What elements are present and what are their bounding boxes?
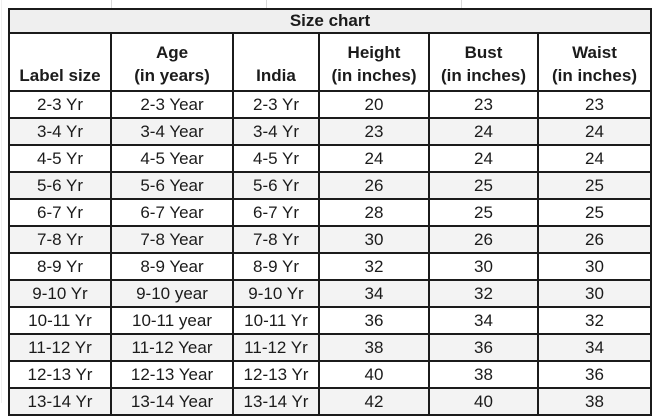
cell-bust: 24 [428,117,539,146]
cell-bust: 26 [428,225,539,254]
cell-age: 2-3 Year [110,90,234,119]
cell-waist: 30 [537,252,652,281]
table-row: 11-12 Yr 11-12 Year 11-12 Yr 38 36 34 [8,333,652,362]
cell-age: 12-13 Year [110,360,234,389]
cell-india: 12-13 Yr [232,360,320,389]
cell-height: 38 [318,333,430,362]
cell-india: 3-4 Yr [232,117,320,146]
cell-bust: 36 [428,333,539,362]
cell-bust: 25 [428,198,539,227]
cell-label-size: 12-13 Yr [8,360,112,389]
cell-bust: 23 [428,90,539,119]
cell-bust: 30 [428,252,539,281]
cell-height: 30 [318,225,430,254]
cell-height: 20 [318,90,430,119]
cell-age: 9-10 year [110,279,234,308]
cell-waist: 32 [537,306,652,335]
table-row: 9-10 Yr 9-10 year 9-10 Yr 34 32 30 [8,279,652,308]
cell-bust: 25 [428,171,539,200]
column-header-waist: Waist (in inches) [537,32,652,92]
cell-age: 10-11 year [110,306,234,335]
gridline-remnant [111,0,112,8]
cell-india: 4-5 Yr [232,144,320,173]
cell-india: 6-7 Yr [232,198,320,227]
table-row: 7-8 Yr 7-8 Year 7-8 Yr 30 26 26 [8,225,652,254]
table-row: 4-5 Yr 4-5 Year 4-5 Yr 24 24 24 [8,144,652,173]
cell-age: 13-14 Year [110,387,234,416]
cell-height: 42 [318,387,430,416]
cell-bust: 34 [428,306,539,335]
cell-age: 11-12 Year [110,333,234,362]
cell-label-size: 9-10 Yr [8,279,112,308]
column-header-india: India [232,32,320,92]
column-header-height: Height (in inches) [318,32,430,92]
cell-bust: 40 [428,387,539,416]
cell-waist: 38 [537,387,652,416]
cell-height: 24 [318,144,430,173]
cell-india: 2-3 Yr [232,90,320,119]
gridline-remnant [461,0,462,8]
size-chart-table: Size chart Label size Age (in years) Ind… [8,8,652,416]
cell-label-size: 5-6 Yr [8,171,112,200]
cell-label-size: 11-12 Yr [8,333,112,362]
cell-bust: 38 [428,360,539,389]
cell-label-size: 8-9 Yr [8,252,112,281]
cell-height: 40 [318,360,430,389]
cell-height: 28 [318,198,430,227]
gridline-remnant [1,0,2,403]
cell-india: 11-12 Yr [232,333,320,362]
table-row: 6-7 Yr 6-7 Year 6-7 Yr 28 25 25 [8,198,652,227]
cell-age: 3-4 Year [110,117,234,146]
table-row: 12-13 Yr 12-13 Year 12-13 Yr 40 38 36 [8,360,652,389]
column-header-label-size: Label size [8,32,112,92]
cell-waist: 25 [537,171,652,200]
cell-label-size: 10-11 Yr [8,306,112,335]
cell-india: 9-10 Yr [232,279,320,308]
cell-waist: 23 [537,90,652,119]
table-row: 13-14 Yr 13-14 Year 13-14 Yr 42 40 38 [8,387,652,416]
cell-age: 7-8 Year [110,225,234,254]
cell-height: 23 [318,117,430,146]
table-header-row: Label size Age (in years) India Height (… [8,32,652,92]
cell-waist: 34 [537,333,652,362]
cell-label-size: 3-4 Yr [8,117,112,146]
table-row: 3-4 Yr 3-4 Year 3-4 Yr 23 24 24 [8,117,652,146]
cell-waist: 25 [537,198,652,227]
cell-bust: 24 [428,144,539,173]
cell-waist: 24 [537,144,652,173]
cell-age: 6-7 Year [110,198,234,227]
cell-bust: 32 [428,279,539,308]
cell-age: 8-9 Year [110,252,234,281]
cell-waist: 30 [537,279,652,308]
column-header-age: Age (in years) [110,32,234,92]
cell-age: 4-5 Year [110,144,234,173]
table-row: 10-11 Yr 10-11 year 10-11 Yr 36 34 32 [8,306,652,335]
cell-label-size: 6-7 Yr [8,198,112,227]
table-row: 8-9 Yr 8-9 Year 8-9 Yr 32 30 30 [8,252,652,281]
cell-height: 34 [318,279,430,308]
table-title: Size chart [8,8,652,34]
cell-waist: 26 [537,225,652,254]
table-row: 5-6 Yr 5-6 Year 5-6 Yr 26 25 25 [8,171,652,200]
cell-india: 10-11 Yr [232,306,320,335]
gridline-remnant [266,0,267,8]
cell-india: 7-8 Yr [232,225,320,254]
cell-label-size: 2-3 Yr [8,90,112,119]
cell-height: 32 [318,252,430,281]
cell-label-size: 4-5 Yr [8,144,112,173]
cell-height: 26 [318,171,430,200]
table-row: 2-3 Yr 2-3 Year 2-3 Yr 20 23 23 [8,90,652,119]
cell-india: 8-9 Yr [232,252,320,281]
cell-height: 36 [318,306,430,335]
cell-age: 5-6 Year [110,171,234,200]
cell-waist: 24 [537,117,652,146]
table-title-row: Size chart [8,8,652,34]
column-header-bust: Bust (in inches) [428,32,539,92]
cell-label-size: 7-8 Yr [8,225,112,254]
cell-india: 13-14 Yr [232,387,320,416]
cell-india: 5-6 Yr [232,171,320,200]
cell-waist: 36 [537,360,652,389]
cell-label-size: 13-14 Yr [8,387,112,416]
